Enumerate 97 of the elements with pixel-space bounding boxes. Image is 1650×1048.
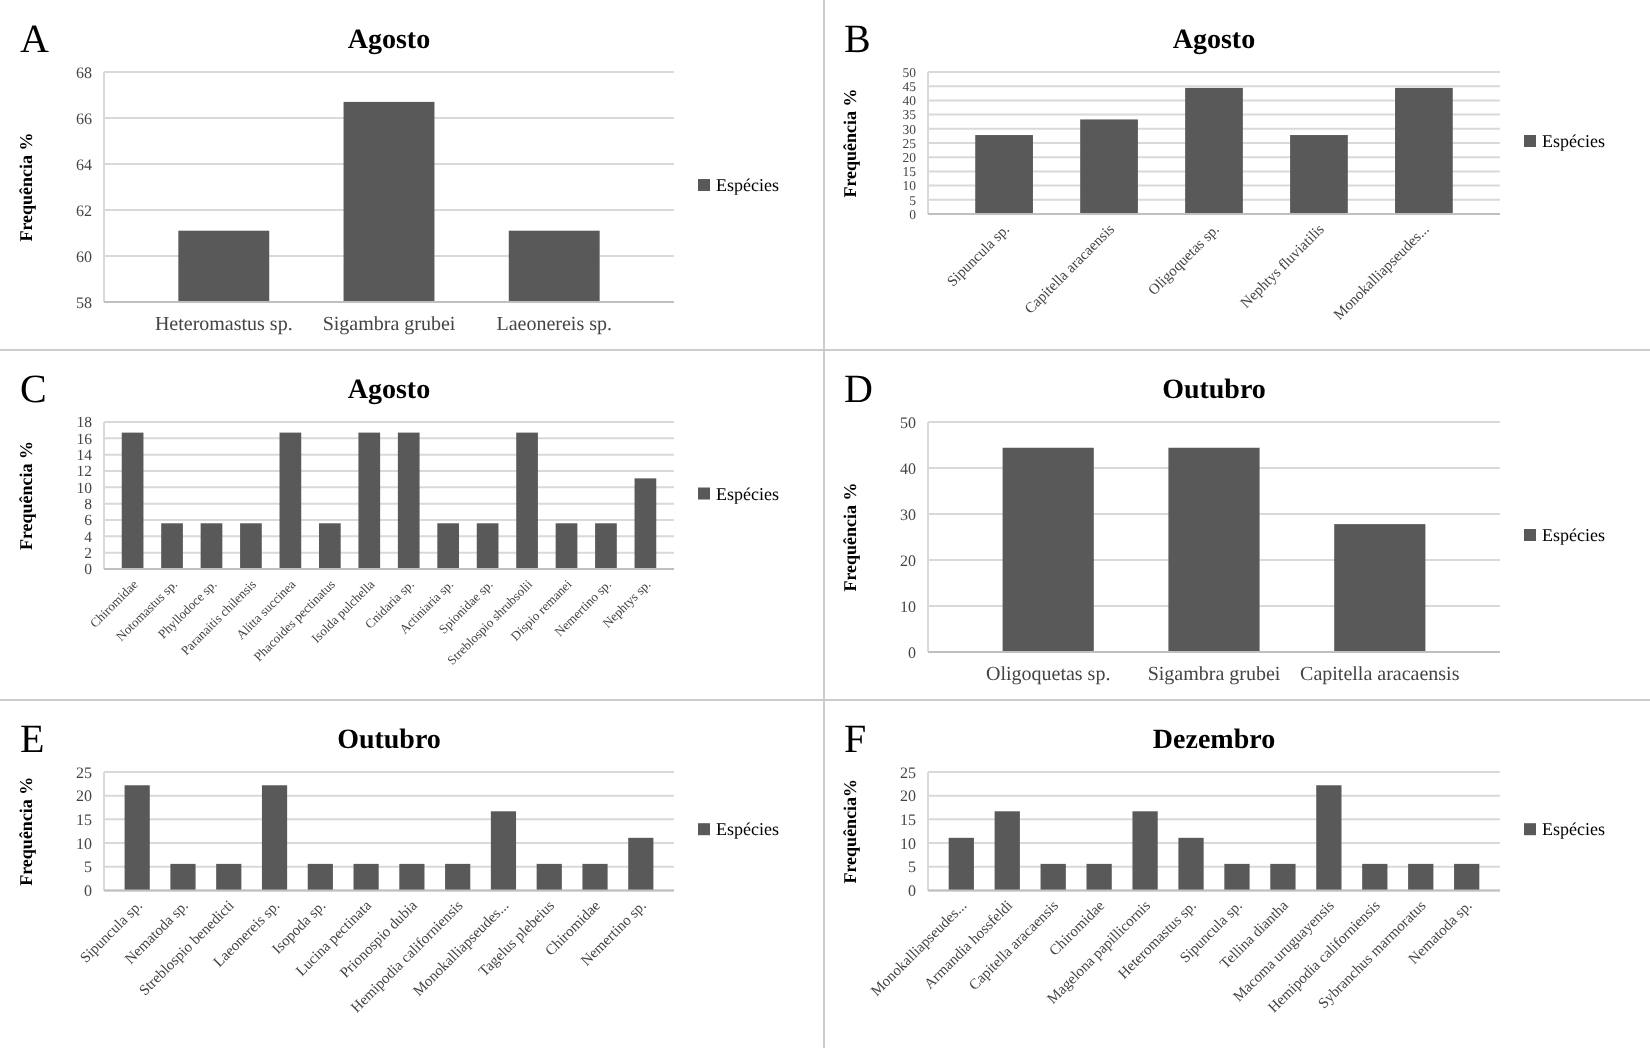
y-tick-label: 62 — [76, 201, 92, 220]
bar — [555, 523, 578, 570]
chart-title: Agosto — [347, 26, 431, 56]
y-tick-label: 25 — [76, 763, 92, 782]
chart-title: Agosto — [1172, 26, 1256, 56]
bar — [948, 837, 974, 891]
bar — [437, 523, 460, 570]
y-tick-label: 0 — [908, 643, 916, 662]
bar — [1132, 811, 1158, 891]
bar — [124, 785, 150, 891]
y-tick-label: 60 — [76, 247, 92, 266]
bar — [476, 523, 499, 570]
x-tick-label: Capitella aracaensis — [1300, 664, 1460, 686]
y-tick-label: 10 — [900, 834, 916, 853]
bar — [318, 523, 341, 570]
y-tick-label: 30 — [900, 505, 916, 524]
y-tick-label: 20 — [76, 787, 92, 806]
x-tick-label: Oligoquetas sp. — [985, 664, 1111, 686]
text: E — [20, 718, 45, 762]
y-tick-label: 5 — [908, 858, 916, 877]
bar — [595, 523, 617, 570]
bar — [490, 811, 517, 891]
text: D — [844, 368, 873, 412]
bar — [1362, 863, 1388, 891]
bar — [1454, 863, 1480, 891]
chart-title: Dezembro — [1152, 726, 1276, 756]
legend-label: Espécies — [1542, 819, 1606, 840]
bar — [200, 523, 223, 570]
y-tick-label: 40 — [900, 459, 916, 478]
bar — [353, 863, 379, 891]
y-tick-label: 64 — [76, 155, 92, 174]
text: C — [20, 368, 47, 412]
y-tick-label: 15 — [900, 810, 916, 829]
y-tick-label: 50 — [900, 413, 916, 432]
y-axis-title: Frequência % — [16, 776, 36, 886]
bar — [161, 523, 183, 570]
bar — [397, 432, 420, 570]
x-tick-label: Laeonereis sp. — [496, 314, 612, 336]
y-axis-title: Frequência % — [840, 88, 860, 198]
bar — [358, 432, 381, 570]
bar — [445, 863, 471, 891]
y-tick-label: 25 — [900, 763, 916, 782]
bar — [1080, 119, 1138, 214]
text: A — [20, 18, 50, 62]
y-axis-title: Frequência % — [16, 132, 36, 242]
y-tick-label: 66 — [76, 109, 92, 128]
legend-label: Espécies — [1542, 525, 1606, 545]
bar — [1290, 135, 1348, 214]
y-tick-label: 10 — [76, 834, 92, 853]
y-axis-title: Frequência % — [16, 440, 36, 551]
legend-label: Espécies — [716, 819, 780, 840]
x-tick-label: Heteromastus sp. — [154, 314, 293, 336]
y-tick-label: 0 — [908, 882, 916, 900]
text: B — [844, 18, 871, 62]
y-tick-label: 68 — [76, 63, 92, 82]
y-axis-title: Frequência % — [840, 482, 860, 592]
bar — [582, 863, 608, 891]
y-tick-label: 58 — [76, 293, 92, 312]
bar — [1178, 837, 1204, 891]
bar — [1086, 863, 1112, 891]
chart-title: Outubro — [1162, 376, 1266, 406]
bar — [516, 432, 538, 570]
bar — [1270, 863, 1296, 891]
y-axis-title: Frequência% — [840, 778, 860, 884]
bar — [536, 863, 562, 891]
x-tick-label: Sigambra grubei — [322, 314, 456, 336]
bar — [1316, 785, 1342, 891]
chart-title: Agosto — [347, 376, 431, 406]
bar — [216, 863, 242, 891]
legend-label: Espécies — [716, 175, 780, 195]
bar — [994, 811, 1020, 891]
bar — [170, 863, 196, 891]
y-tick-label: 20 — [900, 787, 916, 806]
bar — [261, 785, 288, 891]
y-tick-label: 0 — [84, 882, 92, 900]
y-tick-label: 5 — [84, 858, 92, 877]
bar — [634, 478, 657, 570]
bar — [1408, 863, 1434, 891]
bar — [975, 135, 1033, 214]
bar — [279, 432, 302, 570]
bar — [121, 432, 144, 570]
y-tick-label: 15 — [76, 810, 92, 829]
legend-label: Espécies — [1542, 131, 1606, 151]
bar — [1040, 863, 1066, 891]
y-tick-label: 20 — [900, 551, 916, 570]
bar — [1224, 863, 1250, 891]
bar — [1185, 87, 1243, 214]
text: F — [844, 718, 867, 762]
chart-title: Outubro — [337, 726, 441, 756]
bar — [240, 523, 262, 570]
bar — [1395, 87, 1453, 214]
bar — [307, 863, 333, 891]
bar — [628, 837, 654, 891]
x-tick-label: Sigambra grubei — [1147, 664, 1281, 686]
y-tick-label: 10 — [900, 597, 916, 616]
bar — [399, 863, 425, 891]
legend-label: Espécies — [716, 483, 780, 504]
